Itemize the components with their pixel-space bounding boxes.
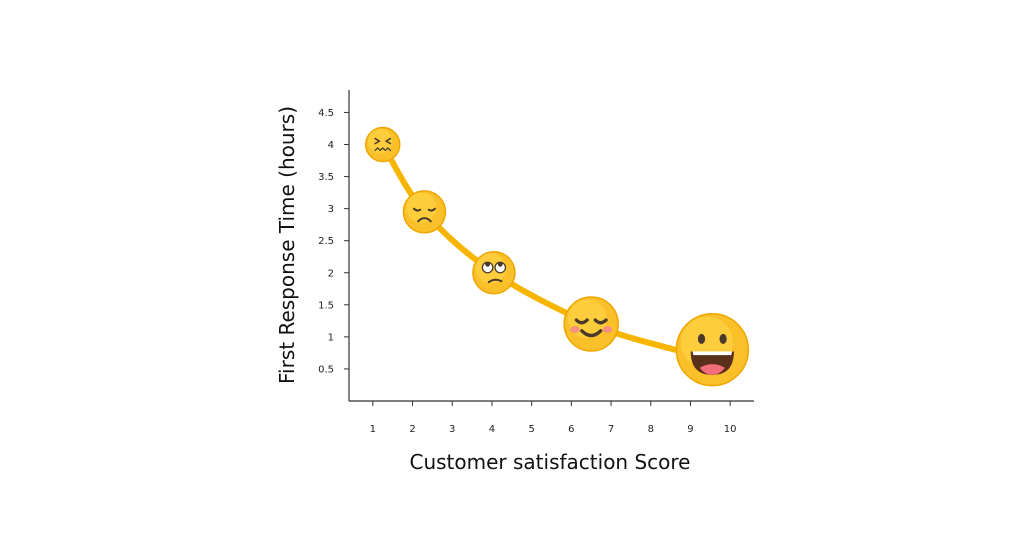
x-tick-label: 7 [608,424,614,435]
x-tick-label: 3 [449,424,455,435]
y-axis-title: First Response Time (hours) [275,106,299,384]
sad-face-icon [402,190,447,234]
y-tick-label: 4 [328,140,334,151]
emoji-markers [365,126,750,387]
x-tick-label: 6 [568,424,574,435]
y-tick-label: 0.5 [318,364,334,375]
x-tick-label: 4 [489,424,495,435]
x-tick-label: 8 [648,424,654,435]
y-tick-label: 2.5 [318,236,334,247]
confounded-face-icon [365,126,401,163]
y-tick-label: 1 [328,332,334,343]
x-ticks: 1 2 3 4 5 6 7 8 9 10 [370,401,737,435]
x-tick-label: 9 [687,424,693,435]
y-tick-label: 1.5 [318,300,334,311]
eye-roll-face-icon [472,251,516,295]
trend-curve [379,141,678,353]
y-tick-label: 3 [328,204,334,215]
content-blushing-face-icon [563,296,619,352]
x-tick-label: 1 [370,424,376,435]
y-axis: 0.5 1 1.5 2 2.5 3 3.5 4 4.5 [318,90,350,401]
y-tick-label: 2 [328,268,334,279]
x-tick-label: 5 [528,424,534,435]
x-tick-label: 2 [409,424,415,435]
x-tick-label: 10 [724,424,737,435]
y-tick-label: 3.5 [318,172,334,183]
y-tick-label: 4.5 [318,108,334,119]
x-axis: 1 2 3 4 5 6 7 8 9 10 [349,400,754,435]
grinning-face-icon [675,312,750,387]
y-ticks: 0.5 1 1.5 2 2.5 3 3.5 4 4.5 [318,108,349,375]
x-axis-title: Customer satisfaction Score [410,450,691,474]
